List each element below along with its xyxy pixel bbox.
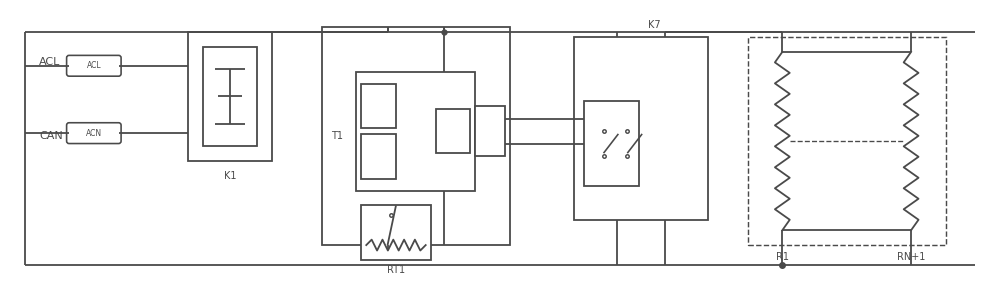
Text: K1: K1: [224, 171, 236, 181]
Text: ACN: ACN: [86, 129, 102, 138]
Bar: [188, 32, 272, 161]
Bar: [356, 72, 475, 191]
Text: RT1: RT1: [387, 265, 405, 275]
Bar: [475, 106, 505, 156]
Text: T1: T1: [331, 131, 343, 141]
Bar: [361, 134, 396, 179]
Bar: [748, 37, 946, 245]
Text: K7: K7: [648, 20, 661, 30]
Text: R1: R1: [776, 252, 789, 262]
Bar: [436, 109, 470, 153]
Text: CAN: CAN: [39, 131, 63, 141]
Text: ACL: ACL: [87, 61, 101, 70]
Bar: [574, 37, 708, 220]
Bar: [361, 205, 431, 260]
Bar: [322, 27, 510, 245]
Bar: [361, 83, 396, 128]
Bar: [203, 47, 257, 146]
Text: ACL: ACL: [39, 57, 61, 67]
FancyBboxPatch shape: [67, 55, 121, 76]
Bar: [584, 102, 639, 186]
FancyBboxPatch shape: [67, 123, 121, 144]
Text: RN+1: RN+1: [897, 252, 925, 262]
